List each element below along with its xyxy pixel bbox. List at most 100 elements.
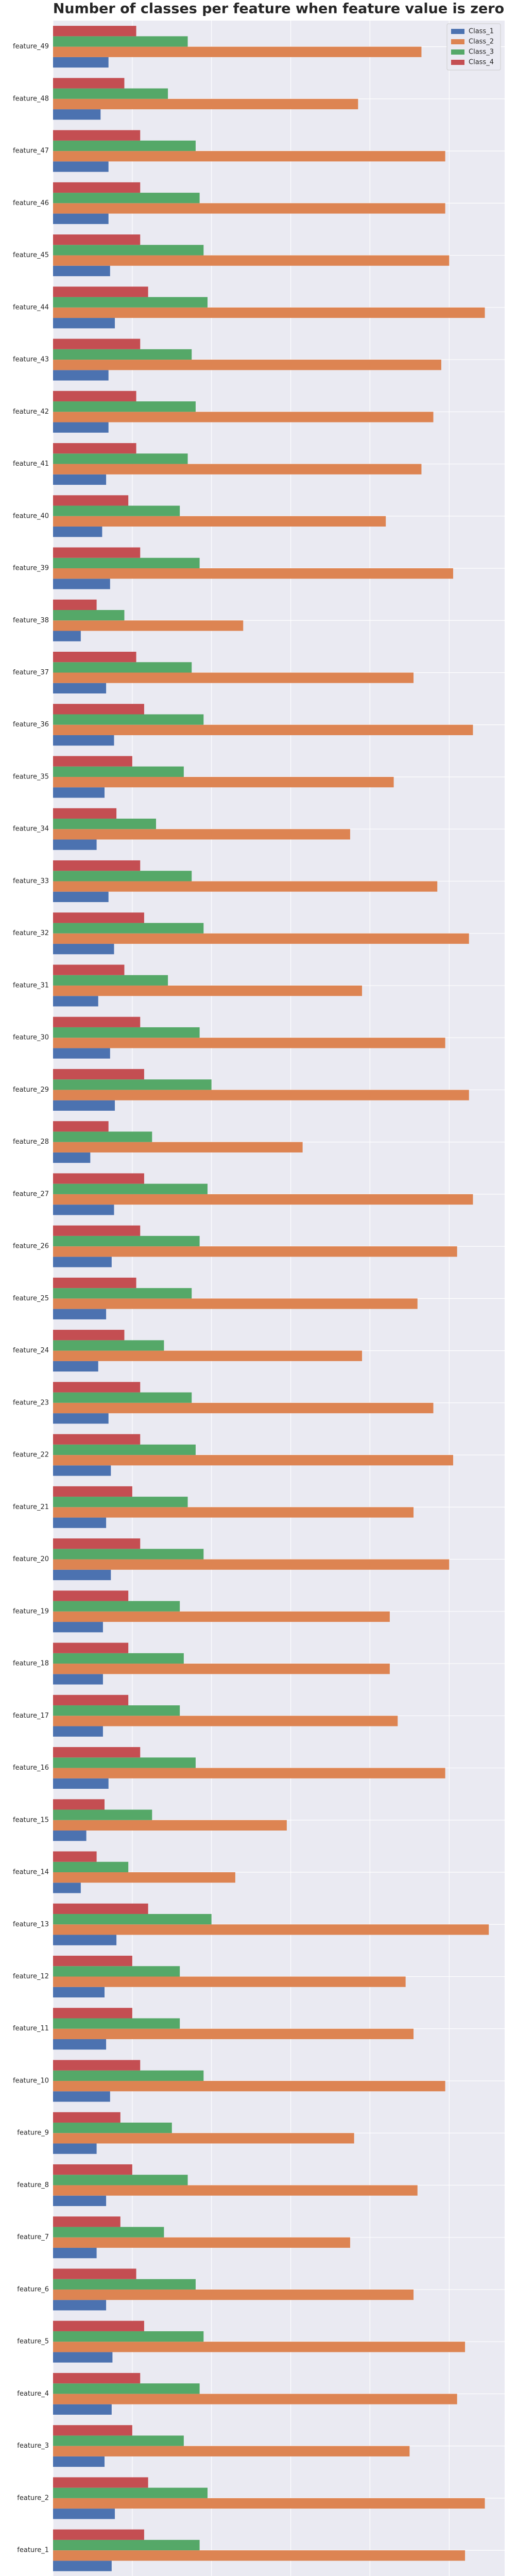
bar bbox=[53, 2227, 164, 2238]
bar bbox=[53, 1674, 103, 1685]
bar bbox=[53, 1350, 363, 1361]
bar bbox=[53, 1277, 136, 1289]
bar bbox=[53, 2028, 414, 2039]
bar bbox=[53, 360, 441, 370]
bar bbox=[53, 829, 350, 840]
bar bbox=[53, 1778, 109, 1789]
bar bbox=[53, 1173, 144, 1184]
bar bbox=[53, 985, 363, 996]
bar bbox=[53, 1664, 390, 1674]
y-tick-label: feature_18 bbox=[13, 1660, 49, 1668]
y-tick-label: feature_35 bbox=[13, 773, 49, 781]
y-tick-label: feature_16 bbox=[13, 1764, 49, 1772]
legend-swatch bbox=[451, 49, 464, 55]
bar bbox=[53, 98, 358, 110]
bar bbox=[53, 1309, 107, 1319]
y-tick-label: feature_37 bbox=[13, 669, 49, 676]
bar bbox=[53, 1288, 192, 1299]
bar bbox=[53, 662, 192, 673]
bar bbox=[53, 704, 144, 715]
bar bbox=[53, 2539, 200, 2551]
bar bbox=[53, 245, 204, 256]
y-tick-label: feature_19 bbox=[13, 1607, 49, 1615]
bar bbox=[53, 2018, 180, 2029]
bar bbox=[53, 912, 144, 923]
bar bbox=[53, 2529, 144, 2540]
y-tick-label: feature_46 bbox=[13, 199, 49, 207]
bar bbox=[53, 1465, 111, 1476]
bar bbox=[53, 964, 125, 975]
bar bbox=[53, 1768, 445, 1778]
y-tick-label: feature_47 bbox=[13, 147, 49, 155]
bar bbox=[53, 2300, 107, 2311]
bar bbox=[53, 2195, 107, 2206]
legend-label: Class_4 bbox=[469, 59, 494, 66]
bar bbox=[53, 516, 386, 527]
legend-label: Class_3 bbox=[469, 48, 494, 56]
bar bbox=[53, 1402, 434, 1414]
bar bbox=[53, 2425, 132, 2436]
bar bbox=[53, 2091, 110, 2102]
bar bbox=[53, 2185, 418, 2196]
bar bbox=[53, 1569, 111, 1581]
bar bbox=[53, 1914, 212, 1925]
bar bbox=[53, 2237, 350, 2248]
y-tick-label: feature_9 bbox=[17, 2129, 49, 2137]
bar bbox=[53, 1069, 144, 1080]
bar bbox=[53, 46, 422, 57]
bar bbox=[53, 1757, 196, 1768]
bar bbox=[53, 453, 188, 464]
bar bbox=[53, 1966, 180, 1977]
bar bbox=[53, 1121, 109, 1132]
legend-swatch bbox=[451, 39, 464, 44]
y-tick-label: feature_1 bbox=[17, 2547, 49, 2554]
bar bbox=[53, 1549, 204, 1560]
legend-swatch bbox=[451, 29, 464, 34]
bar bbox=[53, 36, 188, 47]
bar bbox=[53, 26, 136, 37]
y-tick-label: feature_13 bbox=[13, 1921, 49, 1928]
bar bbox=[53, 579, 110, 589]
bar bbox=[53, 1559, 450, 1570]
bar bbox=[53, 1831, 87, 1841]
bar bbox=[53, 1455, 453, 1466]
bar bbox=[53, 610, 125, 621]
bar bbox=[53, 286, 148, 297]
legend-label: Class_2 bbox=[469, 38, 494, 46]
bar bbox=[53, 2080, 445, 2092]
bar bbox=[53, 1152, 91, 1163]
bar bbox=[53, 1183, 208, 1194]
bar bbox=[53, 2435, 184, 2446]
y-tick-label: feature_6 bbox=[17, 2285, 49, 2293]
bar bbox=[53, 2404, 112, 2415]
bar bbox=[53, 923, 204, 934]
bar bbox=[53, 620, 244, 631]
bar bbox=[53, 1246, 457, 1257]
bar bbox=[53, 349, 192, 360]
bar bbox=[53, 1382, 141, 1393]
bar bbox=[53, 1924, 489, 1935]
bar bbox=[53, 975, 168, 986]
bar bbox=[53, 2070, 204, 2081]
bar bbox=[53, 1330, 125, 1341]
y-tick-label: feature_24 bbox=[13, 1347, 49, 1354]
bar bbox=[53, 1434, 141, 1445]
bar bbox=[53, 2550, 466, 2561]
bar bbox=[53, 213, 109, 224]
bar bbox=[53, 2112, 120, 2123]
bar bbox=[53, 724, 473, 735]
y-tick-label: feature_26 bbox=[13, 1243, 49, 1250]
bar bbox=[53, 265, 110, 277]
y-tick-label: feature_12 bbox=[13, 1973, 49, 1980]
legend-box bbox=[446, 23, 501, 71]
y-tick-label: feature_39 bbox=[13, 565, 49, 572]
y-tick-label: feature_36 bbox=[13, 721, 49, 728]
bar bbox=[53, 1517, 107, 1528]
bar bbox=[53, 2477, 148, 2488]
bar bbox=[53, 943, 114, 955]
bar bbox=[53, 527, 102, 537]
y-tick-label: feature_7 bbox=[17, 2233, 49, 2241]
bar bbox=[53, 193, 200, 204]
y-tick-label: feature_27 bbox=[13, 1190, 49, 1198]
